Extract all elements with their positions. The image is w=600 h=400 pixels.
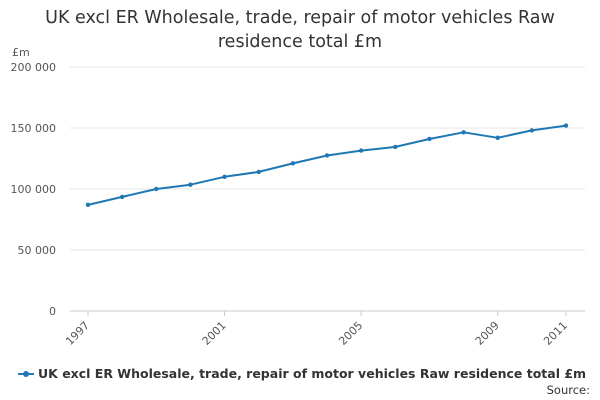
data-point[interactable] [427, 136, 432, 142]
y-tick-label: 50 000 [18, 244, 57, 257]
data-point[interactable] [495, 135, 500, 140]
data-point[interactable] [188, 182, 193, 187]
chart-title-line-1: UK excl ER Wholesale, trade, repair of m… [45, 8, 555, 28]
x-tick-label: 2009 [473, 319, 502, 348]
y-tick-label: 100 000 [11, 183, 57, 196]
x-axis-ticks: 1997 2001 2005 2009 2011 [63, 311, 570, 348]
data-point[interactable] [529, 128, 535, 133]
data-point[interactable] [393, 144, 398, 150]
y-axis-ticks: 0 50 000 100 000 150 000 200 000 [11, 61, 57, 318]
y-tick-label: 200 000 [11, 61, 57, 74]
data-point[interactable] [461, 130, 466, 135]
source-label: Source: [546, 383, 590, 397]
data-point[interactable] [222, 174, 227, 179]
data-point[interactable] [358, 148, 364, 153]
data-point[interactable] [256, 169, 261, 175]
legend[interactable]: UK excl ER Wholesale, trade, repair of m… [18, 366, 586, 381]
x-tick-label: 2001 [200, 319, 229, 348]
x-tick-label: 2005 [336, 319, 365, 348]
y-tick-label: 0 [49, 305, 56, 318]
series-line[interactable] [87, 124, 567, 206]
gridlines [70, 66, 585, 312]
data-point[interactable] [119, 194, 125, 200]
legend-series-marker-icon [18, 369, 34, 379]
chart-title: UK excl ER Wholesale, trade, repair of m… [0, 6, 600, 54]
data-point[interactable] [324, 153, 330, 158]
x-tick-label: 2011 [541, 319, 570, 348]
y-tick-label: 150 000 [11, 122, 57, 135]
data-point[interactable] [563, 123, 569, 128]
y-axis-unit-label: £m [12, 46, 30, 59]
x-tick-label: 1997 [63, 319, 92, 348]
legend-series-label: UK excl ER Wholesale, trade, repair of m… [38, 366, 587, 381]
data-point[interactable] [85, 202, 91, 208]
data-point[interactable] [290, 161, 296, 166]
chart-title-line-2: residence total £m [217, 32, 383, 52]
series-layer [85, 123, 569, 208]
data-point[interactable] [154, 186, 159, 192]
